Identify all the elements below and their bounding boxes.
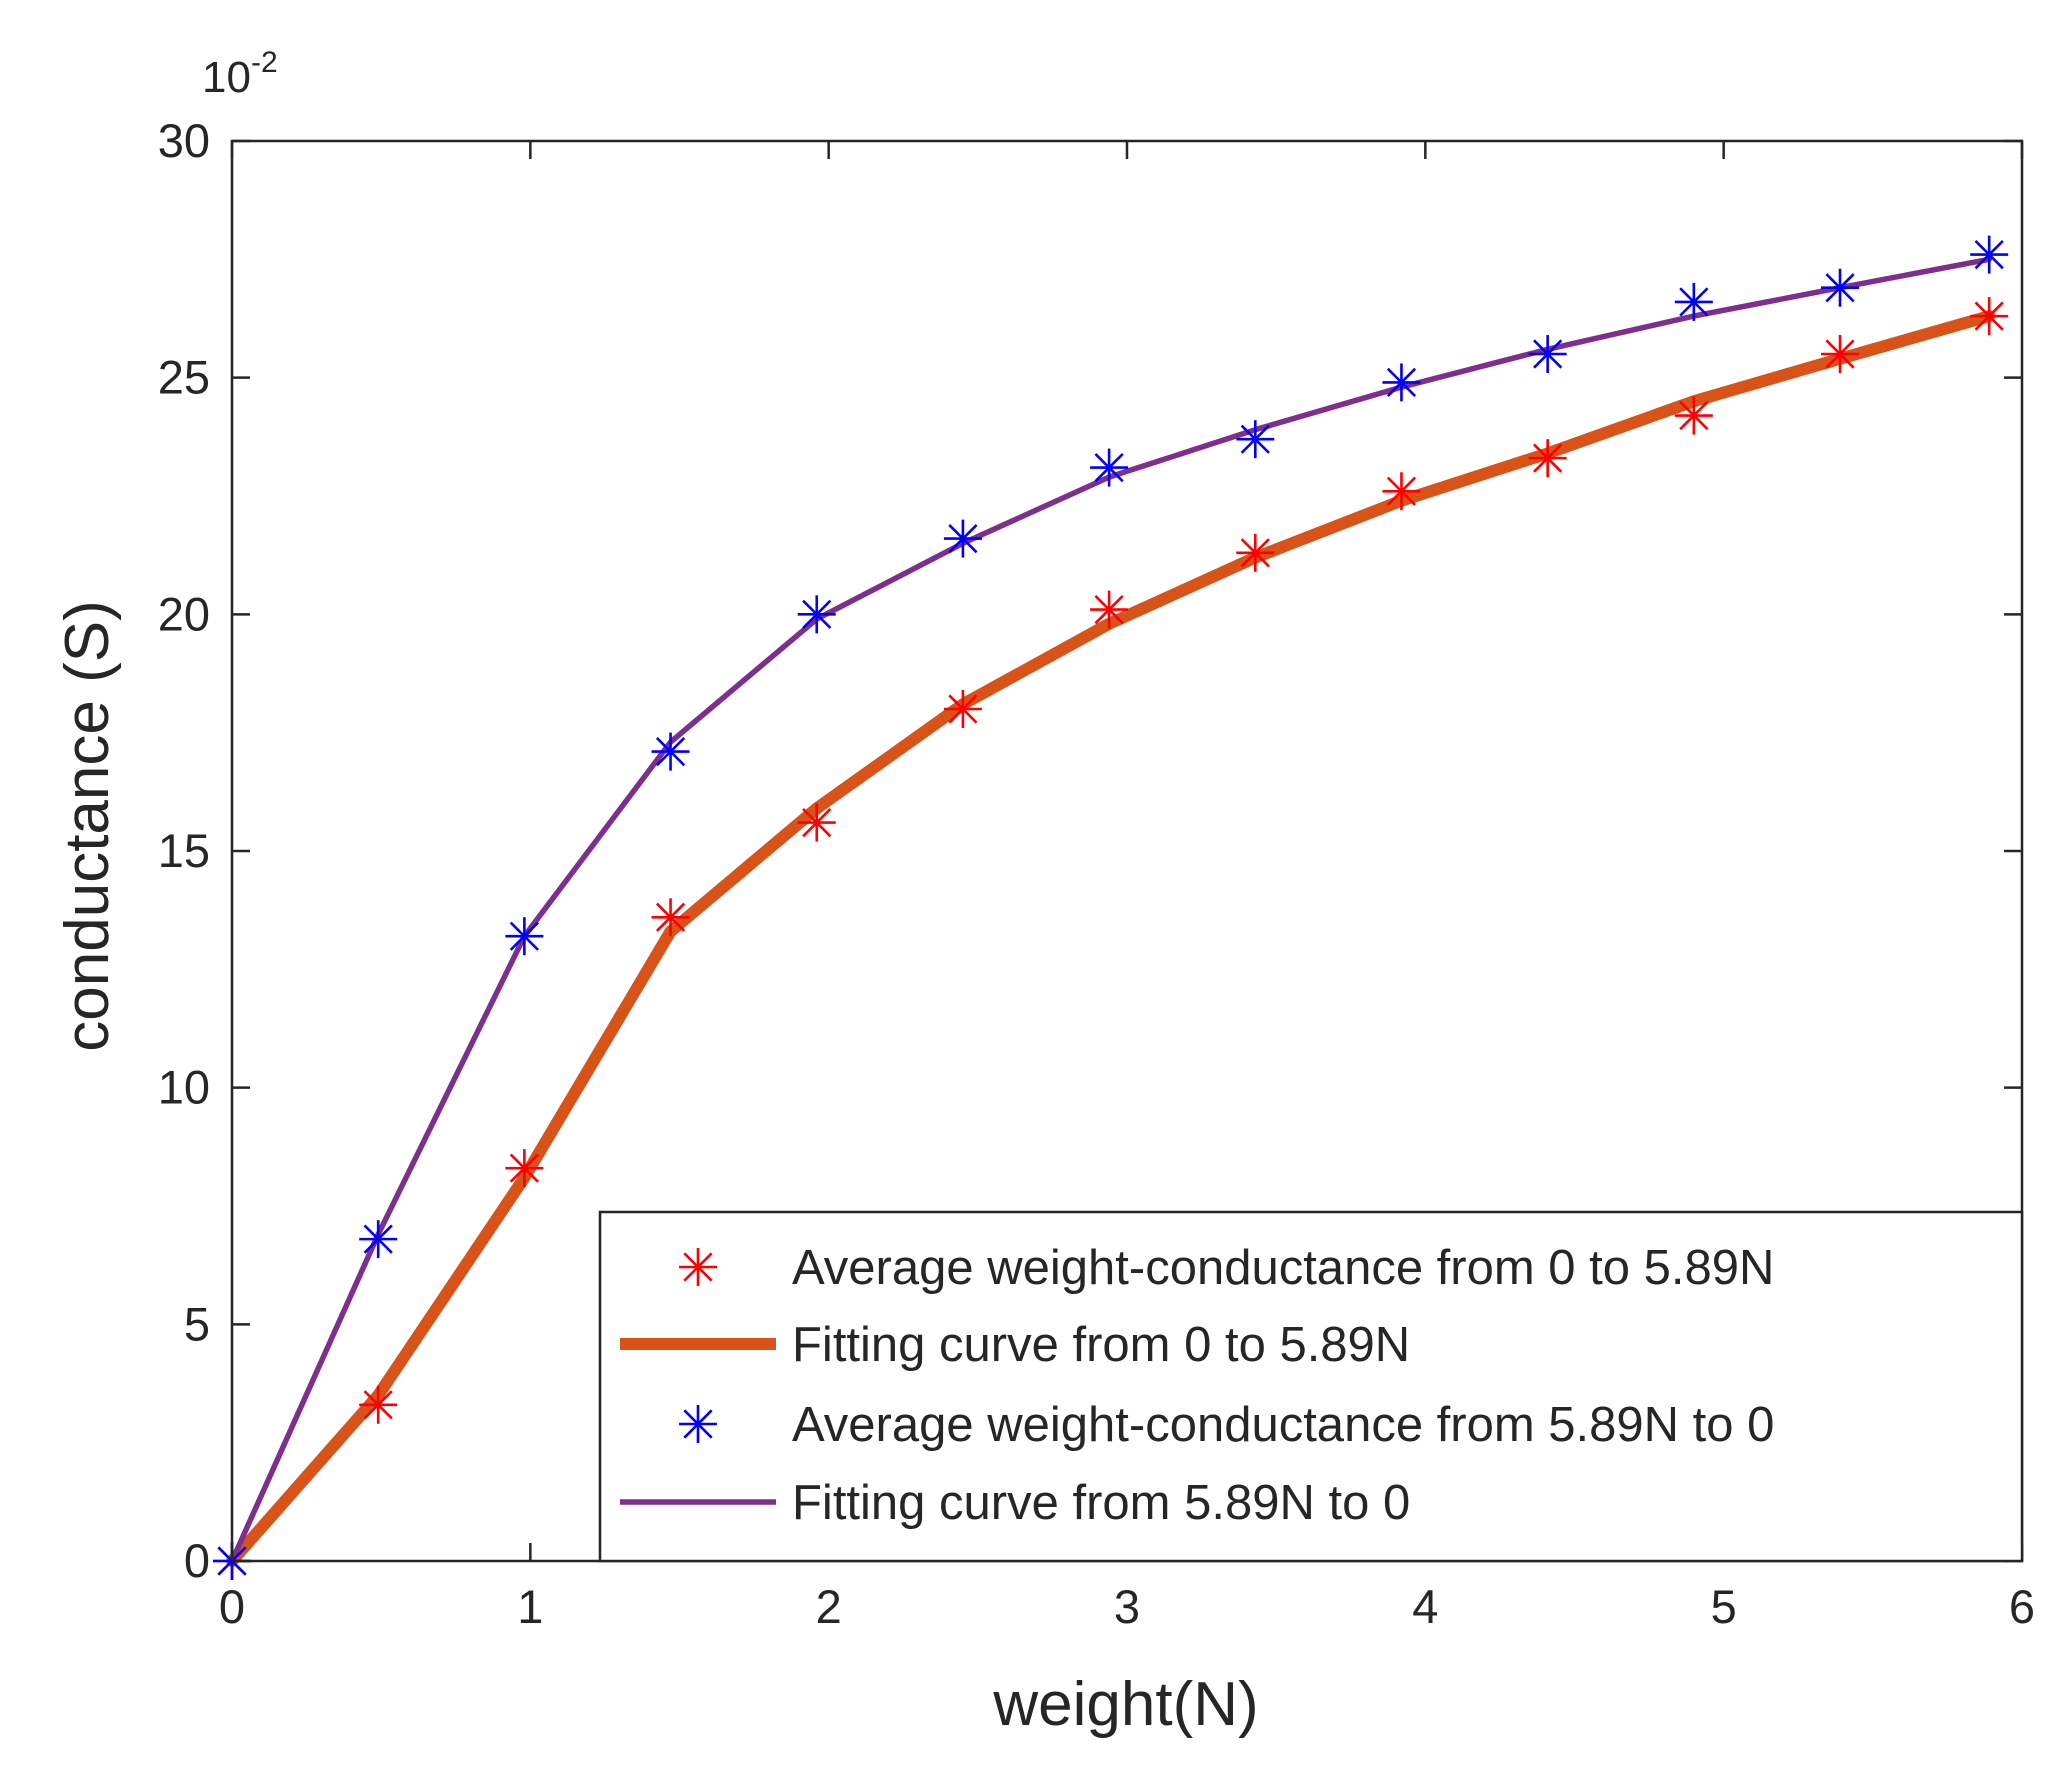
y-axis-exponent-power: -2 [251,46,278,79]
legend-label: Average weight-conductance from 5.89N to… [792,1398,1774,1452]
data-point-marker [651,898,690,937]
legend-label: Fitting curve from 5.89N to 0 [792,1476,1410,1530]
x-tick-label: 4 [1412,1580,1438,1633]
data-point-marker [1970,235,2009,274]
data-point-marker [1674,282,1713,321]
data-point-marker [1382,472,1421,511]
legend-box [598,1210,2024,1563]
y-tick-label: 0 [184,1534,210,1587]
data-point-marker [943,519,982,558]
plot-area [213,235,2009,1580]
data-point-marker [1970,297,2009,336]
x-tick-label: 2 [816,1580,842,1633]
data-point-marker [651,732,690,771]
legend-item-2: Fitting curve from 0 to 5.89N [620,1318,1410,1372]
x-tick-label: 1 [517,1580,543,1633]
legend-item-4: Fitting curve from 5.89N to 0 [620,1476,1410,1530]
data-point-marker [1090,590,1129,629]
data-point-marker [1821,335,1860,373]
data-point-marker [359,1385,398,1424]
y-tick-label: 15 [158,824,210,877]
x-tick-label: 5 [1711,1580,1737,1633]
legend-marker [679,1405,717,1443]
y-tick-label: 10 [158,1061,210,1114]
data-point-marker [1528,335,1567,373]
legend-label: Average weight-conductance from 0 to 5.8… [792,1241,1774,1295]
data-point-marker [1236,420,1275,459]
x-tick-label: 0 [219,1580,245,1633]
legend-item-3: Average weight-conductance from 5.89N to… [679,1398,1774,1452]
y-tick-label: 5 [184,1297,210,1350]
data-point-marker [1528,439,1567,478]
y-tick-label: 30 [158,114,210,167]
y-tick-label: 25 [158,351,210,404]
data-point-marker [1382,363,1421,402]
legend: Average weight-conductance from 0 to 5.8… [598,1210,2024,1563]
y-axis-title: conductance (S) [53,600,122,1051]
y-axis-exponent: 10-2 [202,46,278,102]
data-point-marker [1236,533,1275,572]
x-tick-label: 3 [1114,1580,1140,1633]
data-point-marker [505,1149,544,1188]
data-point-marker [1821,268,1860,307]
data-point-marker [1674,396,1713,435]
axes: 0 1 2 3 4 5 6 0 5 10 15 20 25 30 [158,114,2035,1633]
data-point-marker [797,595,836,634]
data-point-marker [359,1220,398,1259]
x-axis-title: weight(N) [992,1670,1258,1739]
y-axis-exponent-base: 10 [202,53,251,102]
data-point-marker [797,803,836,842]
series-markers-2 [213,235,2009,1580]
data-point-marker [1090,448,1129,487]
data-point-marker [943,690,982,728]
legend-marker [679,1248,717,1286]
x-tick-label: 6 [2009,1580,2035,1633]
data-point-marker [505,917,544,956]
y-tick-label: 20 [158,587,210,640]
legend-label: Fitting curve from 0 to 5.89N [792,1318,1410,1372]
legend-item-1: Average weight-conductance from 0 to 5.8… [679,1241,1774,1295]
